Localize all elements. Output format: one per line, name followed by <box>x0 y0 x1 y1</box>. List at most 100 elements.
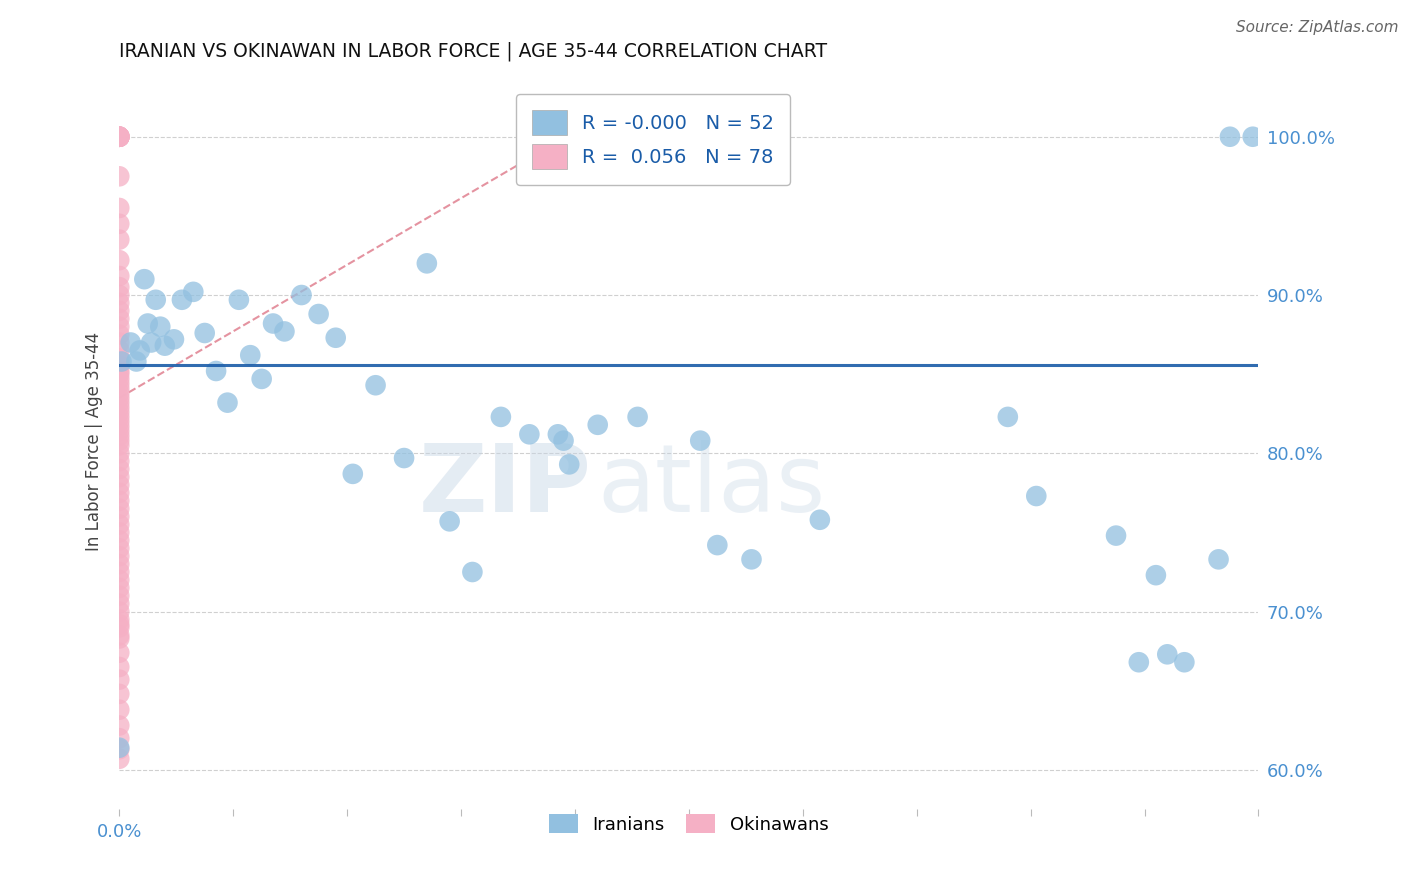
Point <box>740 552 762 566</box>
Point <box>108 486 131 500</box>
Point <box>108 169 131 184</box>
Point <box>145 293 167 307</box>
Point <box>108 478 131 492</box>
Point <box>108 454 131 468</box>
Point <box>108 718 131 732</box>
Point <box>108 129 131 144</box>
Point <box>181 285 204 299</box>
Point <box>108 409 131 424</box>
Point <box>489 409 512 424</box>
Point <box>149 319 172 334</box>
Point <box>128 343 150 358</box>
Point <box>626 409 648 424</box>
Point <box>153 339 176 353</box>
Point <box>108 446 131 460</box>
Point <box>136 317 159 331</box>
Point <box>108 367 131 381</box>
Point <box>108 343 131 358</box>
Point <box>108 434 131 448</box>
Point <box>108 493 131 508</box>
Point <box>1156 648 1178 662</box>
Point <box>519 427 541 442</box>
Point <box>108 129 131 144</box>
Point <box>125 354 148 368</box>
Point <box>1144 568 1167 582</box>
Point <box>108 628 131 642</box>
Point <box>108 319 131 334</box>
Point <box>108 549 131 564</box>
Point <box>108 391 131 405</box>
Point <box>108 617 131 632</box>
Point <box>558 458 581 472</box>
Point <box>108 311 131 326</box>
Point <box>364 378 387 392</box>
Point <box>108 401 131 415</box>
Point <box>108 303 131 318</box>
Point <box>1105 528 1128 542</box>
Point <box>1241 129 1264 144</box>
Point <box>108 201 131 215</box>
Point <box>108 129 131 144</box>
Point <box>108 217 131 231</box>
Point <box>134 272 156 286</box>
Point <box>1208 552 1230 566</box>
Point <box>108 673 131 687</box>
Point <box>108 429 131 443</box>
Point <box>1173 655 1195 669</box>
Point <box>108 424 131 438</box>
Point <box>108 268 131 283</box>
Point <box>108 364 131 378</box>
Point <box>108 731 131 746</box>
Point <box>108 613 131 627</box>
Point <box>689 434 711 448</box>
Point <box>108 632 131 646</box>
Point <box>170 293 193 307</box>
Point <box>342 467 364 481</box>
Point <box>461 565 484 579</box>
Point <box>108 581 131 595</box>
Point <box>1025 489 1047 503</box>
Point <box>308 307 330 321</box>
Point <box>141 335 163 350</box>
Point <box>108 646 131 660</box>
Point <box>108 605 131 619</box>
Point <box>108 129 131 144</box>
Point <box>250 372 273 386</box>
Point <box>1128 655 1150 669</box>
Point <box>108 351 131 366</box>
Text: ZIP: ZIP <box>419 440 592 532</box>
Point <box>108 525 131 540</box>
Point <box>108 541 131 556</box>
Point <box>108 517 131 532</box>
Point <box>108 381 131 395</box>
Point <box>108 462 131 476</box>
Point <box>108 280 131 294</box>
Text: IRANIAN VS OKINAWAN IN LABOR FORCE | AGE 35-44 CORRELATION CHART: IRANIAN VS OKINAWAN IN LABOR FORCE | AGE… <box>120 42 827 62</box>
Point <box>108 288 131 302</box>
Point <box>108 386 131 401</box>
Point <box>108 372 131 386</box>
Point <box>108 129 131 144</box>
Y-axis label: In Labor Force | Age 35-44: In Labor Force | Age 35-44 <box>86 332 103 551</box>
Point <box>108 589 131 603</box>
Point <box>108 327 131 342</box>
Point <box>108 359 131 374</box>
Point <box>228 293 250 307</box>
Point <box>273 325 295 339</box>
Point <box>262 317 284 331</box>
Point <box>108 129 131 144</box>
Point <box>108 354 131 368</box>
Point <box>553 434 575 448</box>
Point <box>1219 129 1241 144</box>
Point <box>108 419 131 434</box>
Point <box>108 509 131 524</box>
Point <box>108 501 131 516</box>
Point <box>997 409 1019 424</box>
Point <box>706 538 728 552</box>
Text: Source: ZipAtlas.com: Source: ZipAtlas.com <box>1236 20 1399 35</box>
Point <box>108 233 131 247</box>
Point <box>108 415 131 429</box>
Point <box>239 348 262 362</box>
Point <box>108 129 131 144</box>
Point <box>547 427 569 442</box>
